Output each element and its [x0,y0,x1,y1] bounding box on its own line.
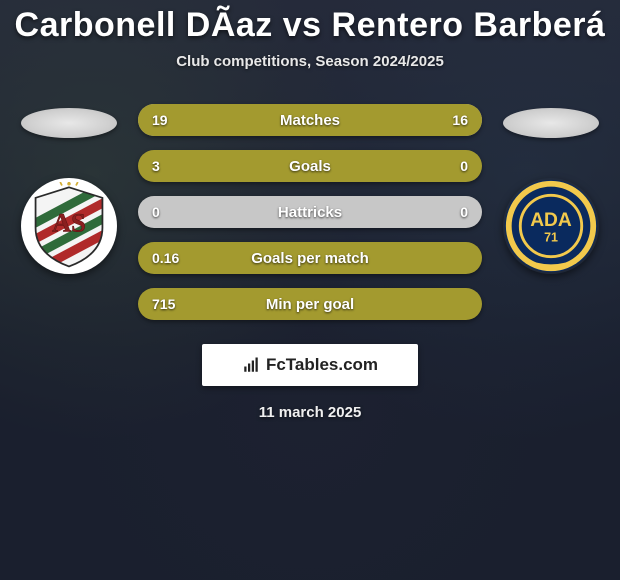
player-left-silhouette [21,108,117,138]
player-left-column: AS [14,104,124,274]
stat-value-left: 715 [152,296,175,312]
stat-label: Goals per match [251,250,369,267]
stat-label: Matches [280,112,340,129]
club-crest-left: AS [21,178,117,274]
stat-bar: 3 Goals 0 [138,150,482,182]
stat-text-row: 3 Goals 0 [138,150,482,182]
stat-bar: 19 Matches 16 [138,104,482,136]
stat-value-left: 19 [152,112,168,128]
stat-value-right: 16 [452,112,468,128]
stat-bar: 0 Hattricks 0 [138,196,482,228]
main-row: AS 19 Matches 16 3 Goals 0 0 Hattricks 0 0.16 Goal… [0,104,620,320]
player-right-silhouette [503,108,599,138]
svg-text:71: 71 [544,230,558,244]
stat-value-right: 0 [460,158,468,174]
stat-value-left: 3 [152,158,160,174]
player-right-column: ADA 71 [496,104,606,274]
stat-label: Min per goal [266,296,354,313]
stat-label: Goals [289,158,331,175]
stat-label: Hattricks [278,204,342,221]
svg-text:AS: AS [52,207,86,237]
club-crest-right: ADA 71 [503,178,599,274]
svg-text:ADA: ADA [530,210,572,231]
stat-value-left: 0 [152,204,160,220]
stat-value-right: 0 [460,204,468,220]
stat-text-row: 19 Matches 16 [138,104,482,136]
season-subtitle: Club competitions, Season 2024/2025 [0,53,620,70]
stat-text-row: 715 Min per goal [138,288,482,320]
shield-icon: AS [25,182,113,270]
date-label: 11 march 2025 [0,404,620,421]
stat-text-row: 0 Hattricks 0 [138,196,482,228]
stat-value-left: 0.16 [152,250,179,266]
stat-bar: 0.16 Goals per match [138,242,482,274]
badge-icon: ADA 71 [503,178,599,274]
chart-icon [242,356,260,374]
stat-text-row: 0.16 Goals per match [138,242,482,274]
stats-list: 19 Matches 16 3 Goals 0 0 Hattricks 0 0.16 Goals p… [124,104,496,320]
comparison-card: Carbonell DÃ­az vs Rentero Barberá Club … [0,0,620,580]
watermark-text: FcTables.com [266,355,378,375]
page-title: Carbonell DÃ­az vs Rentero Barberá [0,6,620,45]
stat-bar: 715 Min per goal [138,288,482,320]
watermark-badge: FcTables.com [202,344,418,386]
